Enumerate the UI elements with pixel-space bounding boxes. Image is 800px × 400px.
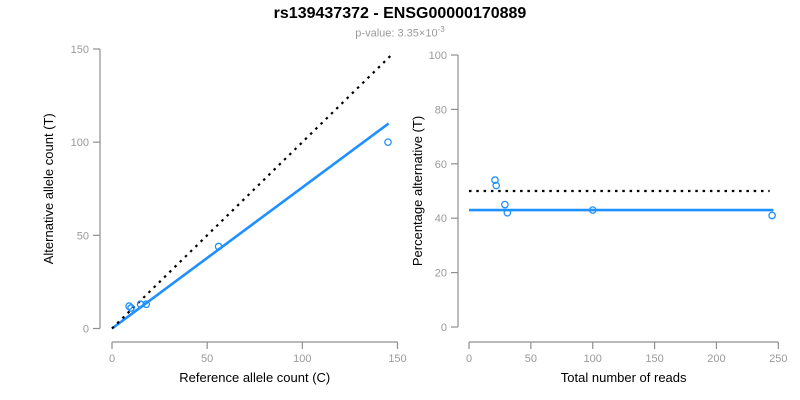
data-point: [125, 302, 133, 310]
data-point: [503, 208, 512, 217]
figure-header: rs139437372 - ENSG00000170889 p-value: 3…: [0, 0, 800, 41]
y-tick-label: 60: [435, 159, 447, 171]
y-tick-label: 20: [435, 268, 447, 280]
x-axis-title: Reference allele count (C): [179, 370, 330, 385]
data-point: [492, 181, 501, 190]
y-axis-title: Percentage alternative (T): [410, 116, 425, 266]
y-tick-label: 0: [441, 322, 447, 334]
x-axis-title: Total number of reads: [561, 370, 687, 385]
y-tick-label: 100: [429, 50, 447, 62]
data-point: [384, 138, 392, 147]
y-tick-label: 80: [435, 104, 447, 116]
x-tick-label: 50: [201, 353, 213, 365]
data-point: [214, 242, 223, 251]
data-point: [127, 304, 135, 312]
x-tick-label: 100: [293, 353, 311, 365]
x-tick-label: 150: [645, 353, 663, 365]
identity-line: [111, 53, 393, 330]
y-tick-label: 0: [83, 324, 89, 336]
y-tick-label: 50: [77, 230, 89, 242]
pvalue-text: p-value: 3.35×10: [355, 27, 438, 40]
y-tick-label: 40: [435, 213, 447, 225]
x-tick-label: 0: [109, 353, 115, 365]
right-scatter-panel: 0 20 40 60 80 100 0 50 100 150 200 250 Total number …: [410, 50, 787, 385]
x-tick-label: 250: [769, 353, 787, 365]
y-axis-title: Alternative allele count (T): [41, 113, 56, 264]
plot-subtitle: p-value: 3.35×10-3: [0, 23, 800, 41]
left-scatter-panel: 0 50 100 150 0 50 100 150 Reference allele count…: [41, 44, 407, 385]
x-tick-label: 200: [707, 353, 725, 365]
x-tick-label: 50: [525, 353, 537, 365]
y-tick-label: 150: [71, 44, 89, 56]
fit-line: [111, 122, 390, 330]
data-point: [491, 176, 499, 184]
x-tick-label: 100: [584, 353, 602, 365]
data-point: [142, 300, 151, 309]
data-point: [588, 206, 597, 214]
pvalue-exponent: -3: [437, 25, 445, 34]
data-point: [768, 211, 776, 220]
data-point: [136, 300, 145, 309]
plot-title: rs139437372 - ENSG00000170889: [273, 5, 527, 22]
x-tick-label: 150: [388, 353, 406, 365]
y-tick-label: 100: [71, 137, 89, 149]
x-tick-label: 0: [466, 353, 472, 365]
data-point: [501, 200, 509, 209]
